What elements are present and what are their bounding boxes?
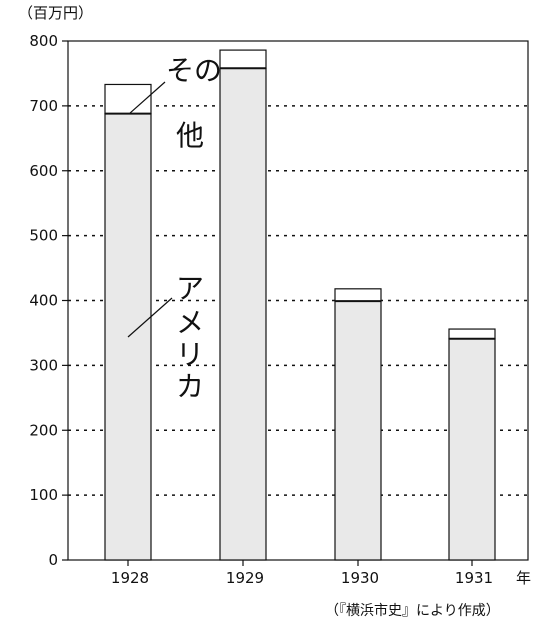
bar-america-1929 xyxy=(220,68,266,560)
x-axis-suffix: 年 xyxy=(516,569,531,587)
bar-other-1930 xyxy=(335,289,381,301)
x-tick-label: 1929 xyxy=(226,569,264,587)
label-other-line2: 他 xyxy=(176,119,204,152)
bar-america-1931 xyxy=(449,339,495,560)
unit-label: （百万円） xyxy=(18,4,93,22)
x-tick-label: 1930 xyxy=(341,569,379,587)
label-america: アメリカ xyxy=(176,272,204,403)
x-tick-label: 1928 xyxy=(111,569,149,587)
y-tick-label: 0 xyxy=(48,551,58,569)
y-tick-label: 300 xyxy=(29,356,58,374)
y-tick-label: 800 xyxy=(29,32,58,50)
y-tick-label: 400 xyxy=(29,292,58,310)
bar-other-1929 xyxy=(220,50,266,68)
bar-other-1928 xyxy=(105,84,151,113)
y-tick-label: 600 xyxy=(29,162,58,180)
source-note: （『横浜市史』により作成） xyxy=(325,602,500,619)
y-tick-label: 100 xyxy=(29,486,58,504)
label-other: その xyxy=(166,54,222,87)
bar-other-1931 xyxy=(449,329,495,339)
y-tick-label: 500 xyxy=(29,227,58,245)
bar-america-1930 xyxy=(335,301,381,560)
y-tick-label: 200 xyxy=(29,421,58,439)
x-tick-label: 1931 xyxy=(455,569,493,587)
y-tick-label: 700 xyxy=(29,97,58,115)
